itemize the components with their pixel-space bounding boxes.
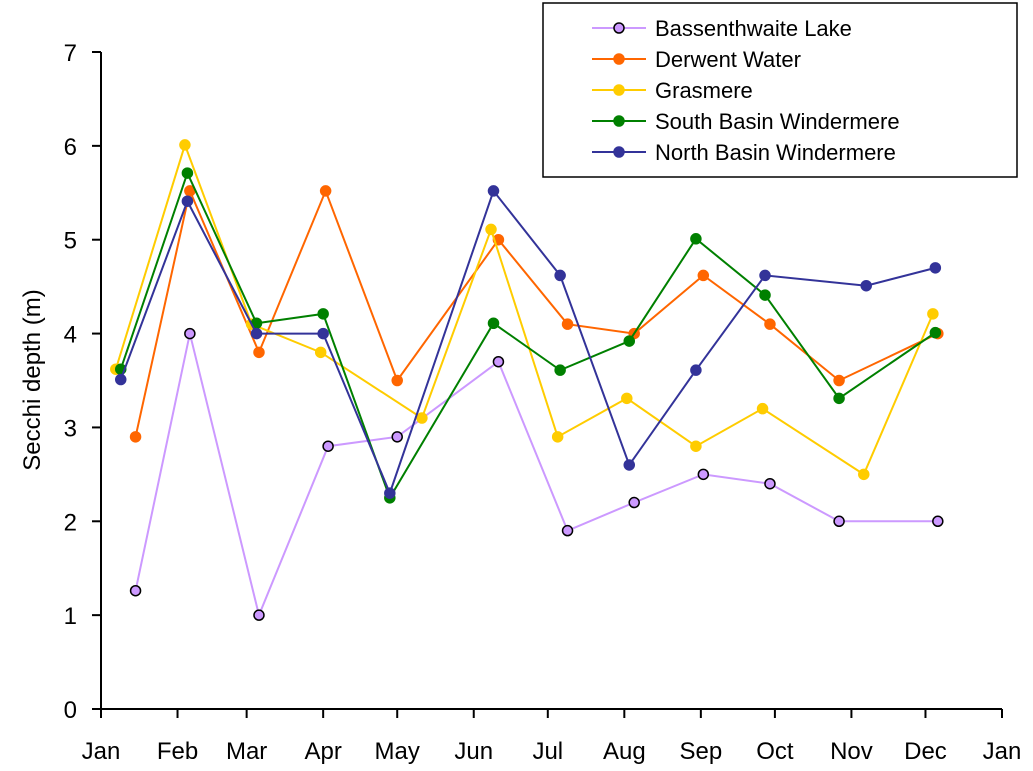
x-tick-label: Mar [226,738,267,765]
data-point [322,440,334,452]
y-tick-label: 0 [64,697,77,724]
data-point [317,327,329,340]
x-tick-label: May [375,738,420,765]
data-point [487,185,500,197]
data-point [129,431,142,443]
data-point [833,392,845,405]
data-point [551,431,564,443]
data-point [391,431,403,443]
data-point [554,364,566,376]
x-tick-label: Feb [157,738,198,765]
x-tick-label: Jun [454,738,493,765]
data-point [181,195,194,207]
data-point [129,584,142,597]
x-tick-label: Jan [82,738,121,765]
data-point [181,167,194,179]
y-tick-label: 1 [64,603,77,630]
data-point [858,468,870,481]
x-tick-label: Aug [603,738,646,765]
data-point [764,477,776,490]
data-point [929,262,942,274]
data-point [833,374,845,387]
data-point [487,317,500,329]
data-point [253,346,265,359]
data-point [927,308,939,320]
data-point [317,308,329,320]
data-point [697,468,710,481]
legend-marker [613,84,625,96]
x-tick-label: Oct [756,738,794,765]
data-point [623,335,636,347]
legend-label: Grasmere [655,78,753,103]
legend-marker [613,115,625,127]
data-point [690,364,702,376]
series-line [119,170,936,501]
x-tick-label: Nov [830,738,873,765]
data-point [932,515,944,528]
data-point [416,412,428,424]
data-point [492,355,505,368]
y-tick-label: 5 [64,228,77,255]
data-point [561,524,574,537]
legend: Bassenthwaite Lake Derwent Water Grasmere S… [592,16,900,165]
legend-label: Derwent Water [655,47,801,72]
data-point [621,392,633,405]
y-tick-label: 6 [64,134,77,161]
data-point [756,402,769,415]
series-line [134,333,938,619]
data-point [114,373,127,386]
legend-marker [613,146,625,158]
data-point [250,327,263,340]
data-point [690,440,702,452]
data-point [554,269,566,282]
data-point [253,609,265,621]
y-tick-label: 4 [64,322,77,349]
data-point [860,279,872,292]
y-axis-label: Secchi depth (m) [19,289,46,470]
y-tick-label: 7 [64,40,77,67]
data-point [623,459,636,471]
x-tick-label: Sep [679,738,722,765]
x-tick-label: Dec [904,738,947,765]
series-line [134,187,939,438]
data-point [319,185,332,197]
data-point [697,269,710,282]
data-point [690,233,702,245]
series-line [119,188,936,496]
data-point [384,487,396,499]
x-tick-label: Apr [304,738,341,765]
data-point [184,327,196,340]
legend-label: Bassenthwaite Lake [655,16,852,41]
data-point [485,223,497,236]
legend-marker [613,22,625,34]
data-point [561,318,574,330]
x-tick-label: Jul [532,738,563,765]
x-tick-label: Jan [983,738,1022,765]
data-point [759,269,771,282]
y-tick-label: 2 [64,509,77,536]
data-point [628,496,640,509]
series-line [114,141,934,476]
data-point [391,374,403,387]
data-point [759,289,771,301]
data-point [179,139,191,151]
data-point [314,346,327,359]
legend-label: South Basin Windermere [655,109,900,134]
legend-label: North Basin Windermere [655,140,896,165]
legend-marker [613,53,625,65]
data-point [929,326,942,339]
y-tick-label: 3 [64,415,77,442]
data-point [764,318,776,330]
data-point [833,515,845,528]
